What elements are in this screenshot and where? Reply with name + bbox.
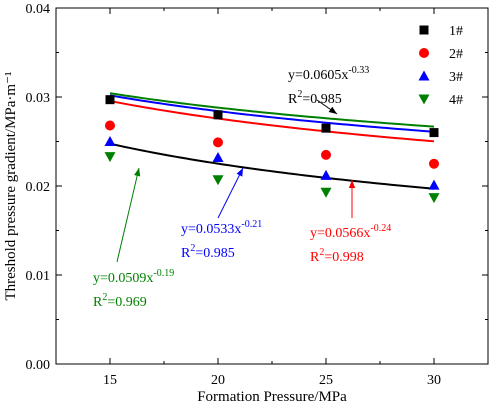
legend-marker-series-1 — [419, 25, 429, 35]
fit-equation-series-4: y=0.0509x-0.19 — [93, 268, 174, 286]
fit-curve-series-2 — [109, 100, 435, 143]
point-series-3 — [428, 179, 440, 190]
point-series-1 — [429, 128, 439, 138]
annotations: y=0.0605x-0.33 R2=0.985 y=0.0566x-0.24 R2=0… — [93, 65, 391, 310]
fit-curve-series-1 — [109, 142, 435, 190]
y-axis-label: Threshold pressure gradient/MPa·m⁻¹ — [3, 71, 19, 300]
y-tick-label: 0.03 — [26, 91, 51, 106]
x-tick-label: 25 — [319, 373, 333, 388]
fit-r2-series-3: R2=0.985 — [181, 243, 235, 261]
x-tick-label: 20 — [211, 373, 225, 388]
point-series-3 — [104, 136, 116, 146]
fit-equation-series-3: y=0.0533x-0.21 — [181, 219, 262, 237]
point-series-2 — [429, 158, 439, 169]
legend-label-series-4: 4# — [449, 93, 463, 108]
point-series-4 — [428, 193, 440, 204]
point-series-1 — [213, 110, 223, 120]
point-series-1 — [321, 123, 331, 133]
legend-label-series-2: 2# — [449, 47, 463, 62]
point-series-4 — [104, 152, 116, 163]
legend-marker-series-3 — [418, 70, 430, 81]
annotation-arrowhead-series-3 — [236, 168, 243, 177]
fit-r2-series-1: R2=0.985 — [288, 89, 342, 107]
y-tick-label: 0.00 — [26, 358, 51, 373]
point-series-2 — [213, 137, 223, 148]
point-series-3 — [212, 152, 224, 163]
point-series-3 — [320, 169, 332, 180]
point-series-4 — [212, 175, 224, 186]
fit-r2-series-2: R2=0.998 — [310, 247, 364, 265]
fit-curve-series-3 — [109, 94, 435, 133]
legend-marker-series-2 — [419, 48, 429, 58]
x-tick-label: 15 — [103, 373, 117, 388]
point-series-1 — [105, 95, 115, 105]
x-tick-label: 30 — [427, 373, 441, 388]
fit-curve-series-4 — [109, 92, 435, 128]
plot-frame — [55, 7, 489, 365]
fit-equation-series-2: y=0.0566x-0.24 — [310, 223, 391, 241]
x-axis-label: Formation Pressure/MPa — [197, 389, 347, 405]
annotation-arrowhead-series-2 — [348, 180, 356, 188]
y-tick-label: 0.02 — [26, 180, 51, 195]
fit-curves — [109, 92, 435, 190]
y-axis: 0.00 0.01 0.02 0.03 0.04 — [26, 2, 488, 373]
x-axis: 15 20 25 30 — [55, 8, 489, 388]
legend-marker-series-4 — [418, 94, 430, 105]
data-points — [104, 95, 440, 204]
y-tick-label: 0.01 — [26, 269, 51, 284]
annotation-arrowhead-series-4 — [134, 168, 141, 177]
fit-r2-series-4: R2=0.969 — [93, 292, 147, 310]
annotation-arrow-series-3 — [217, 167, 244, 219]
legend: 1# 2# 3# 4# — [418, 24, 463, 108]
point-series-2 — [321, 149, 331, 160]
legend-label-series-1: 1# — [449, 24, 463, 39]
legend-label-series-3: 3# — [449, 70, 463, 85]
y-tick-label: 0.04 — [26, 2, 51, 17]
point-series-4 — [320, 187, 332, 198]
point-series-2 — [105, 120, 115, 131]
fit-equation-series-1: y=0.0605x-0.33 — [288, 65, 369, 83]
annotation-arrow-series-4 — [116, 167, 140, 263]
annotation-arrowhead-series-1 — [328, 106, 337, 114]
